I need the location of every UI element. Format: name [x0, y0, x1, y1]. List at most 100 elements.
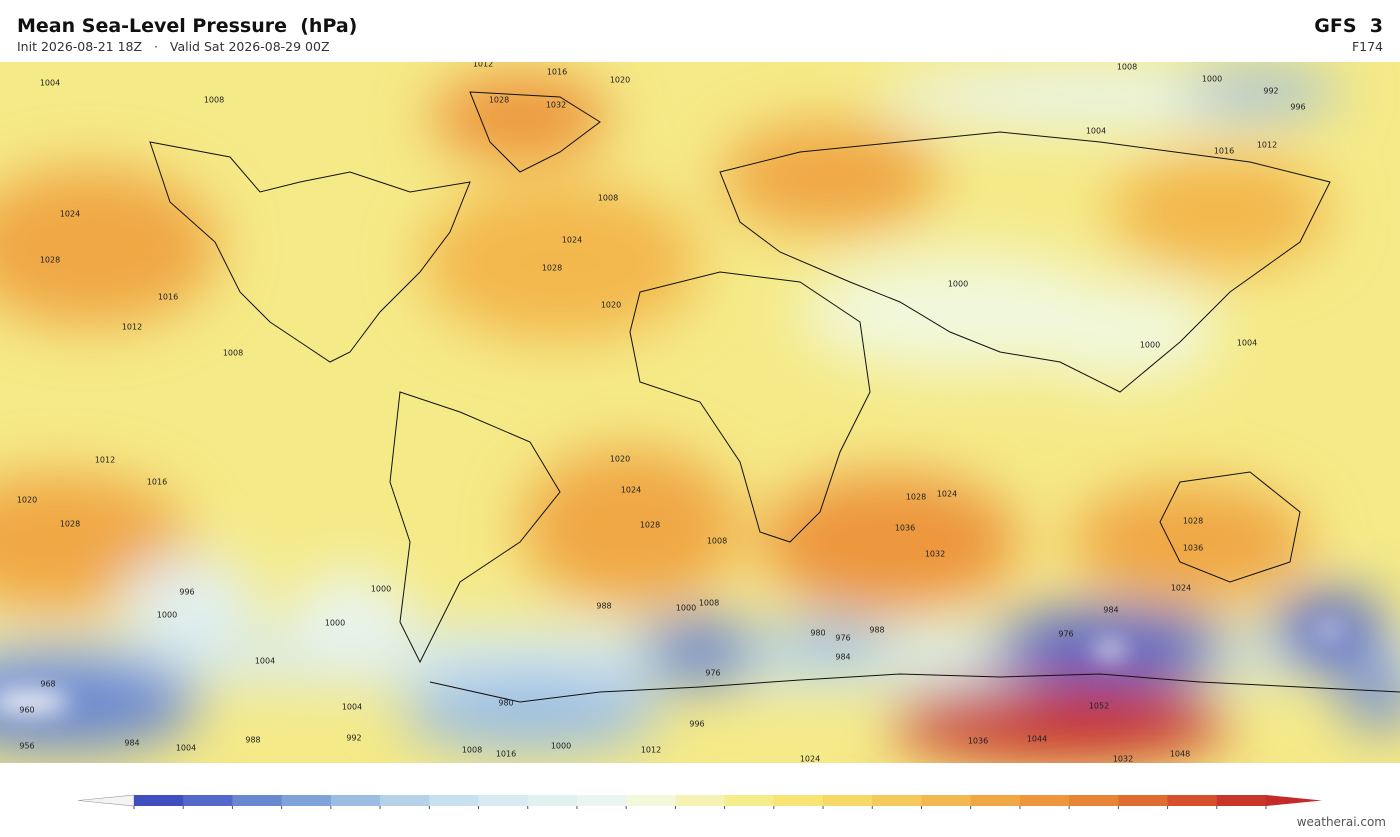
- contour-label: 1000: [371, 585, 391, 594]
- colorbar-tick-label: 980: [371, 813, 389, 814]
- contour-label: 1032: [925, 550, 945, 559]
- contour-label: 992: [1263, 87, 1278, 96]
- contour-label: 1036: [895, 524, 915, 533]
- colorbar-bin: [1167, 795, 1218, 806]
- contour-label: 1032: [1113, 755, 1133, 764]
- contour-label: 976: [835, 634, 850, 643]
- contour-label: 1008: [204, 96, 224, 105]
- colorbar-bin: [724, 795, 775, 806]
- contour-label: 1012: [641, 746, 661, 755]
- contour-label: 1032: [546, 101, 566, 110]
- contour-label: 968: [40, 680, 55, 689]
- colorbar-tick-label: 1032: [1008, 813, 1032, 814]
- credit: weatherai.com: [1296, 815, 1386, 829]
- colorbar-bin: [183, 795, 233, 806]
- contour-label: 1004: [40, 79, 60, 88]
- colorbar-bin: [1118, 795, 1169, 806]
- contour-label: 984: [124, 739, 139, 748]
- colorbar-tick-label: 1044: [1155, 813, 1179, 814]
- contour-label: 1016: [158, 293, 178, 302]
- contour-label: 1028: [542, 264, 562, 273]
- contour-label: 1016: [147, 478, 167, 487]
- colorbar-tick-label: 1000: [614, 813, 638, 814]
- contour-label: 992: [346, 734, 361, 743]
- pressure-field: [0, 67, 1400, 762]
- colorbar-tick-label: 1048: [1205, 813, 1229, 814]
- colorbar-tick-label: 968: [223, 813, 241, 814]
- contour-label: 988: [245, 736, 260, 745]
- colorbar-bin: [429, 795, 480, 806]
- colorbar-bin: [1216, 795, 1267, 806]
- contour-label: 1020: [610, 455, 630, 464]
- contour-label: 1008: [462, 746, 482, 755]
- colorbar-tick-label: 1040: [1106, 813, 1130, 814]
- contour-labels: 1012 1016 1020 1008 1000 992 996 1004 1008 1028 10…: [17, 62, 1306, 763]
- contour-label: 1012: [95, 456, 115, 465]
- colorbar-bin: [823, 795, 873, 806]
- contour-label: 1036: [1183, 544, 1203, 553]
- contour-label: 1004: [1237, 339, 1257, 348]
- colorbar-bin: [478, 795, 529, 806]
- colorbar-tick-label: 1016: [811, 813, 835, 814]
- contour-label: 1028: [640, 521, 660, 530]
- contour-label: 1004: [176, 744, 196, 753]
- contour-label: 1016: [547, 68, 567, 77]
- colorbar-bin: [232, 795, 283, 806]
- contour-label: 1000: [551, 742, 571, 751]
- contour-label: 980: [810, 629, 825, 638]
- contour-label: 960: [19, 706, 34, 715]
- colorbar-tick-label: 988: [469, 813, 487, 814]
- contour-label: 1028: [489, 96, 509, 105]
- colorbar-tick-label: 1020: [860, 813, 884, 814]
- colorbar-bin: [330, 795, 381, 806]
- colorbar-under: [77, 794, 135, 807]
- contour-label: 1036: [968, 737, 988, 746]
- contour-label: 996: [179, 588, 194, 597]
- colorbar-tick-label: 1012: [762, 813, 786, 814]
- contour-label: 1000: [325, 619, 345, 628]
- colorbar-tick-label: 992: [519, 813, 537, 814]
- contour-label: 1024: [800, 755, 820, 764]
- colorbar-bin: [527, 795, 578, 806]
- contour-label: 976: [1058, 630, 1073, 639]
- colorbar-tick-label: 1028: [959, 813, 983, 814]
- contour-label: 996: [689, 720, 704, 729]
- contour-label: 1028: [40, 256, 60, 265]
- contour-label: 984: [835, 653, 850, 662]
- separator: ·: [153, 39, 158, 54]
- contour-label: 1012: [122, 323, 142, 332]
- contour-label: 1020: [610, 76, 630, 85]
- colorbar-bin: [380, 795, 430, 806]
- colorbar-bin: [576, 795, 627, 806]
- contour-label: 1008: [707, 537, 727, 546]
- contour-label: 1028: [1183, 517, 1203, 526]
- colorbar-over: [1266, 795, 1322, 806]
- title: Mean Sea-Level Pressure (hPa): [17, 15, 358, 37]
- contour-label: 1044: [1027, 735, 1047, 744]
- contour-label: 1008: [1117, 63, 1137, 72]
- colorbar-bin: [1069, 795, 1119, 806]
- contour-label: 996: [1290, 103, 1305, 112]
- contour-label: 1052: [1089, 702, 1109, 711]
- colorbar-bin: [872, 795, 922, 806]
- colorbar-tick-label: 964: [174, 813, 192, 814]
- colorbar-bin: [675, 795, 726, 806]
- colorbar-tick-label: 972: [273, 813, 291, 814]
- contour-label: 980: [498, 699, 513, 708]
- contour-label: 1028: [60, 520, 80, 529]
- colorbar-tick-label: 1008: [713, 813, 737, 814]
- contour-label: 988: [596, 602, 611, 611]
- colorbar-tick-label: 960: [125, 813, 143, 814]
- contour-label: 1024: [937, 490, 957, 499]
- contour-label: 1004: [255, 657, 275, 666]
- contour-label: 1012: [1257, 141, 1277, 150]
- colorbar-bin: [970, 795, 1021, 806]
- contour-label: 1020: [601, 301, 621, 310]
- contour-label: 1004: [1086, 127, 1106, 136]
- colorbar-tick-label: 976: [322, 813, 340, 814]
- subtitle: Init 2026-08-21 18Z · Valid Sat 2026-08-…: [17, 39, 330, 54]
- colorbar-bin: [626, 795, 676, 806]
- contour-label: 1008: [699, 599, 719, 608]
- model-name: GFS 3: [1314, 15, 1383, 37]
